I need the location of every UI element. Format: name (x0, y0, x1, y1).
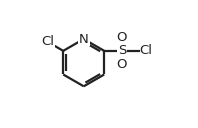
Text: Cl: Cl (41, 35, 54, 49)
Text: O: O (117, 31, 127, 44)
Text: N: N (79, 33, 89, 46)
Text: Cl: Cl (139, 44, 152, 57)
Text: O: O (117, 58, 127, 71)
Text: S: S (118, 44, 126, 57)
